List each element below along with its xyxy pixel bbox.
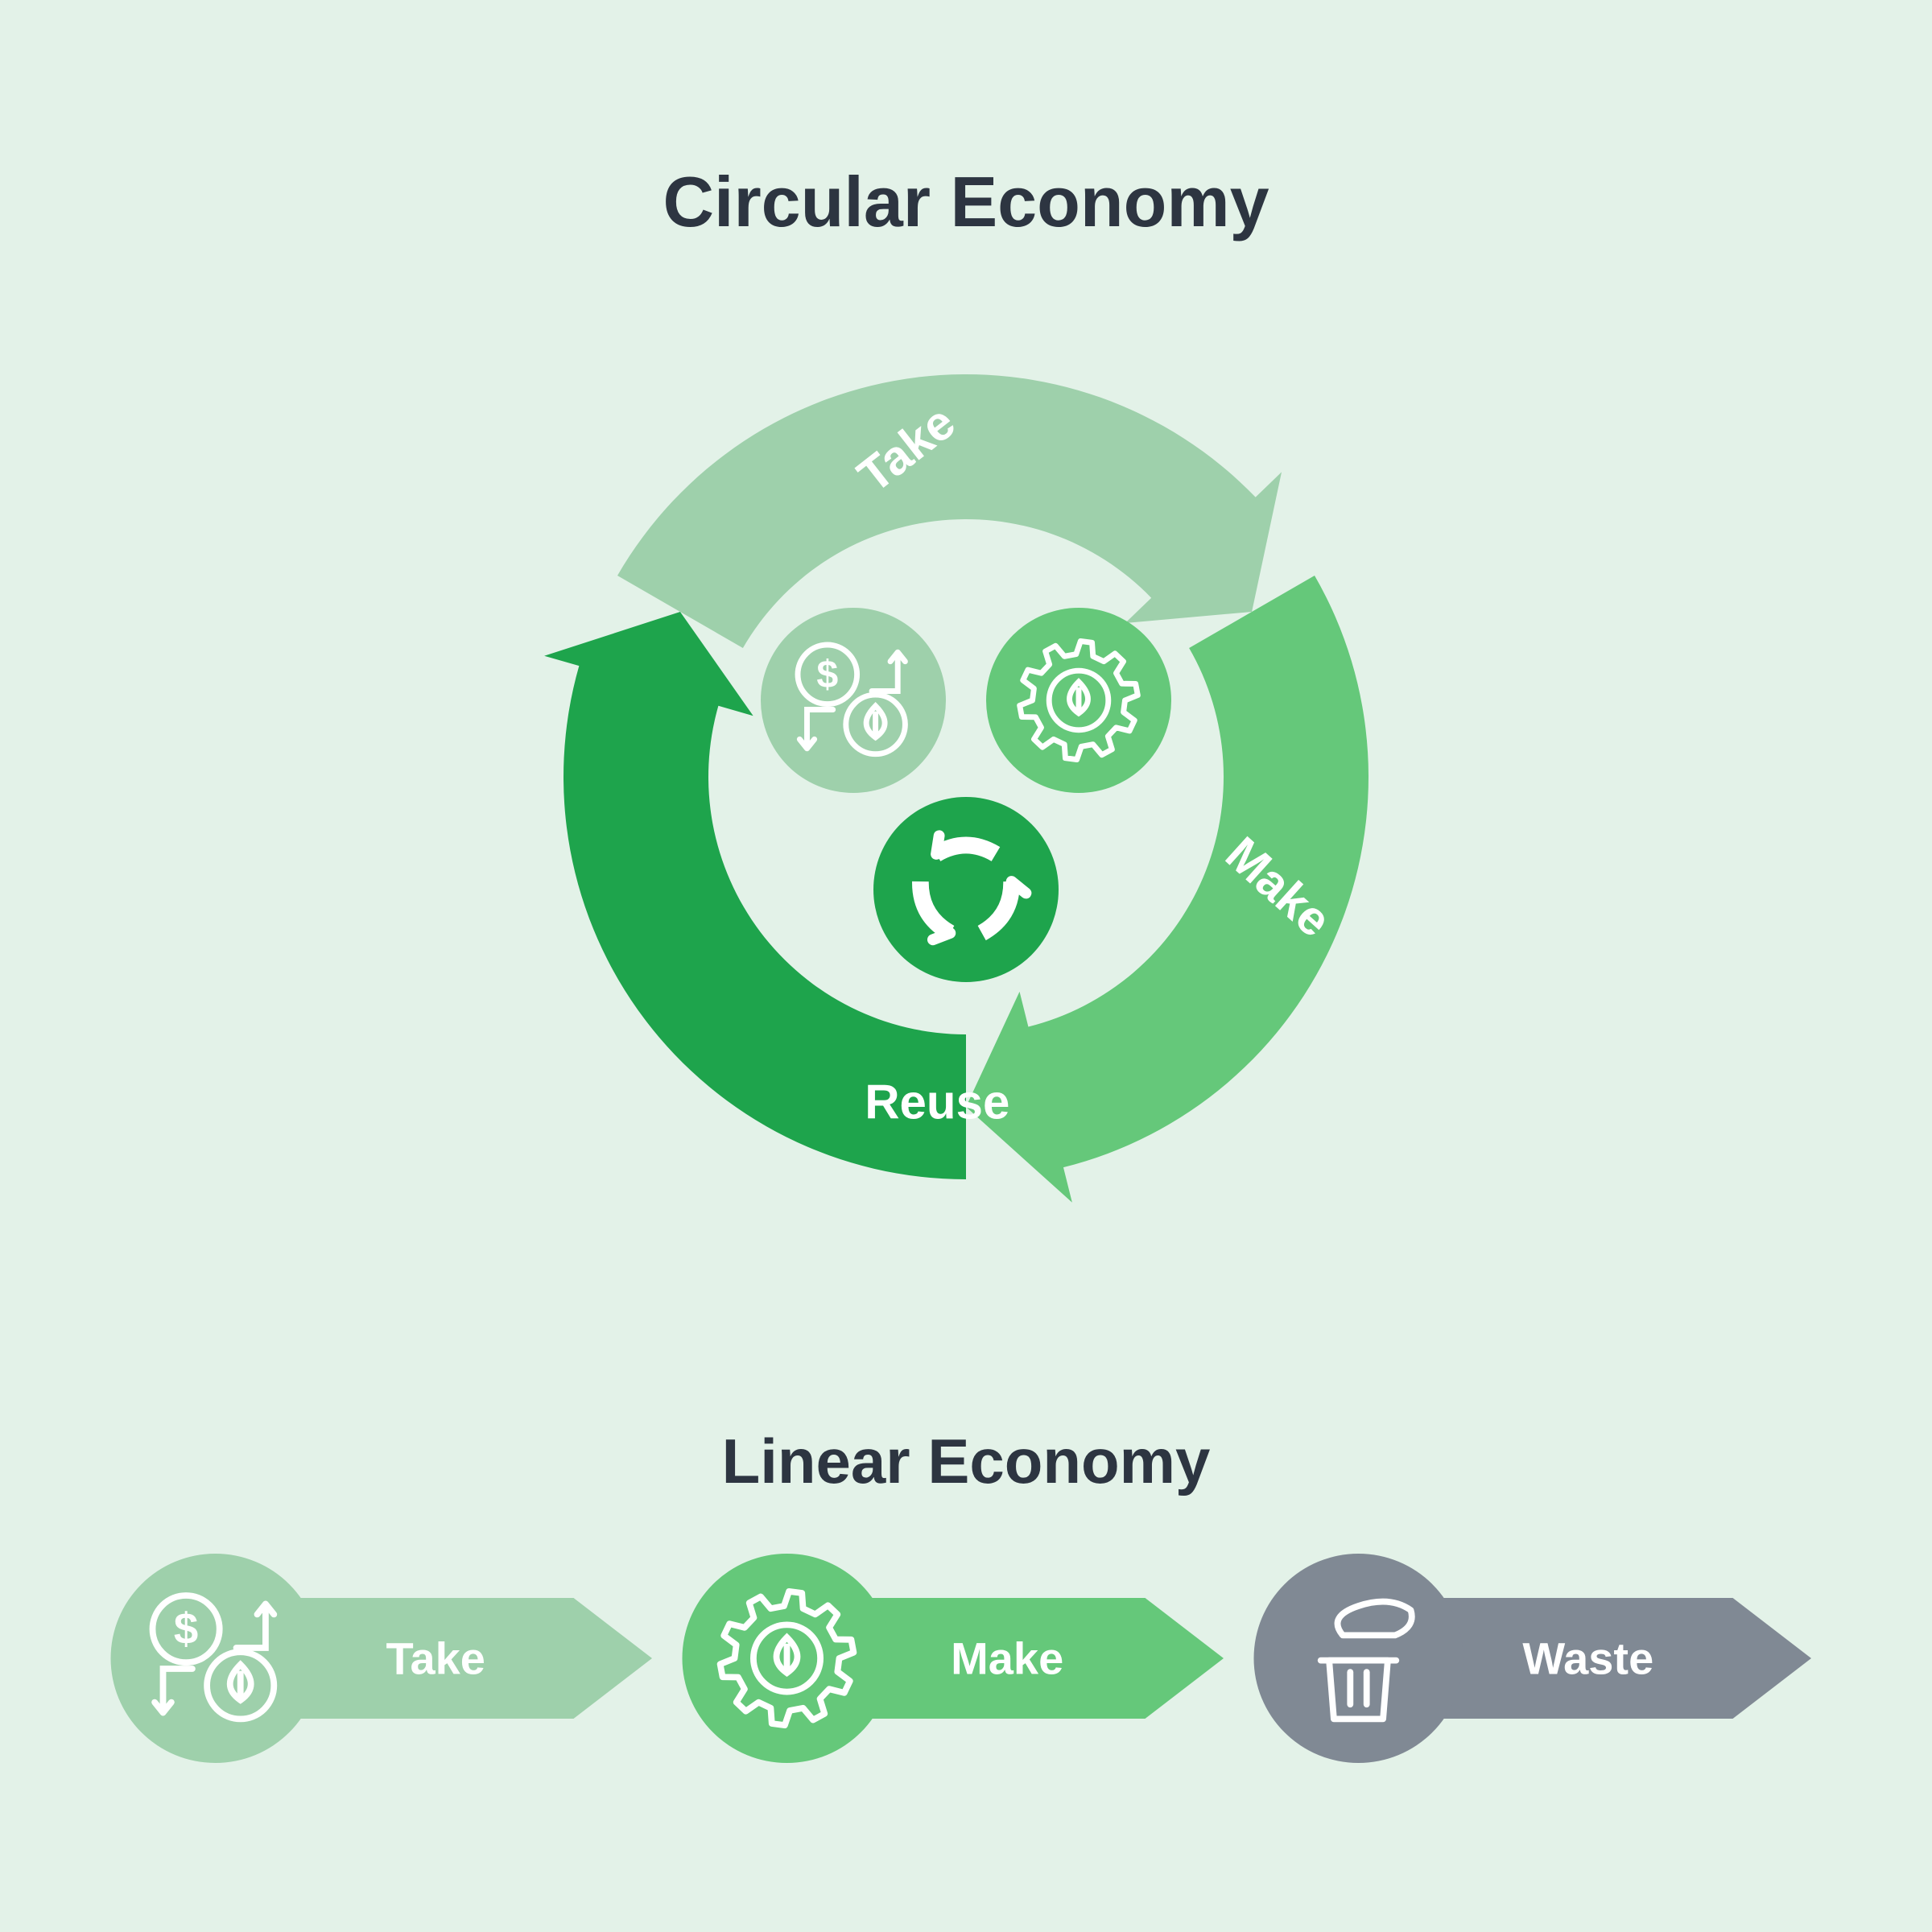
circular-make-icon — [986, 608, 1171, 793]
linear-icon-make — [683, 1554, 892, 1763]
linear-icon-waste — [1254, 1554, 1463, 1763]
linear-label-make: Make — [951, 1633, 1063, 1684]
circular-take-icon: $ — [761, 608, 946, 793]
linear-label-waste: Waste — [1522, 1633, 1653, 1684]
svg-text:$: $ — [816, 653, 838, 696]
circular-arc-take — [617, 374, 1282, 648]
svg-text:$: $ — [174, 1604, 198, 1653]
linear-icon-take: $ — [111, 1554, 320, 1763]
circular-label-reuse: Reuse — [865, 1075, 1009, 1129]
linear-label-take: Take — [386, 1633, 485, 1684]
circular-reuse-icon — [873, 797, 1059, 982]
